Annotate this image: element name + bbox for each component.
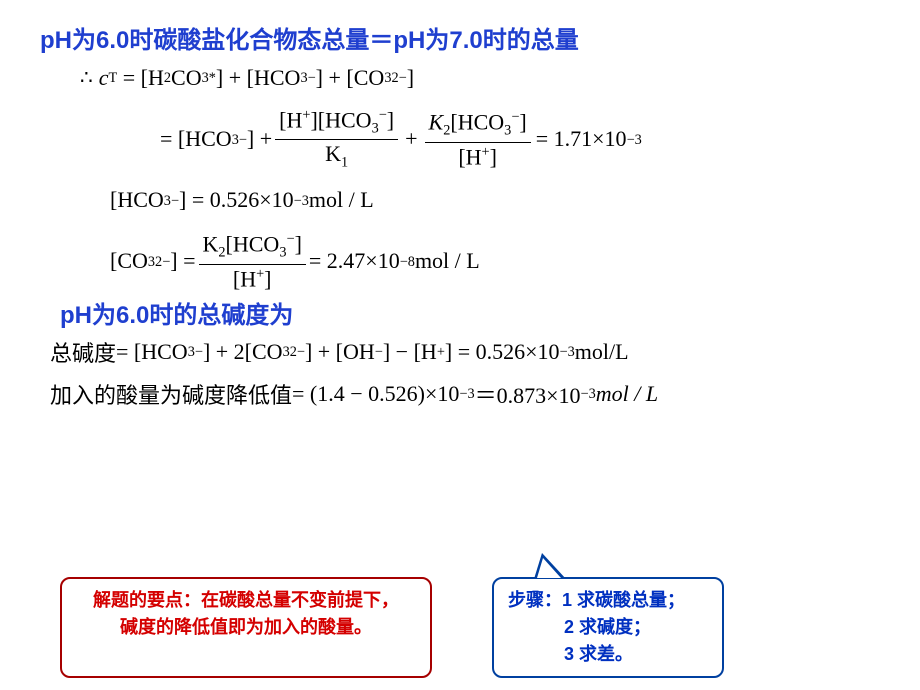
eq1-t1a: [H	[141, 63, 164, 94]
eq1-equals: =	[117, 63, 140, 94]
eq4-frac: K2[HCO3−] [H+]	[199, 232, 306, 291]
equation-total-alkalinity: 总碱度 = [HCO3−] + 2[CO32−] + [OH−] − [H+] …	[50, 336, 880, 368]
eq2-result-exp: −3	[627, 130, 642, 150]
therefore-symbol: ∴	[80, 64, 93, 92]
eq2-lead-sub: 3	[232, 130, 239, 150]
eq1-t2end: ]	[316, 63, 323, 94]
eq1-t1sub: 2	[164, 68, 171, 88]
equation-ct-definition: ∴ cT = [H2CO3*] + [HCO3−] + [CO32−]	[80, 63, 880, 94]
callout-blue-line2: 2 求碱度；	[508, 614, 708, 641]
eq3-lhs-sub: 3	[164, 191, 171, 211]
eq2-frac2: K2[HCO3−] [H+]	[425, 110, 531, 169]
eq2-frac1: [H+][HCO3−] K1	[275, 108, 398, 172]
eq3-lhs-end: ] = 0.526×10	[179, 185, 294, 216]
callout-pointer-icon	[534, 553, 566, 579]
eq1-t2: [HCO	[247, 63, 301, 94]
heading-1: pH为6.0时碳酸盐化合物态总量＝pH为7.0时的总量	[40, 20, 880, 55]
eq1-t1b: CO	[171, 63, 202, 94]
eq3-lhs: [HCO	[110, 185, 164, 216]
eq2-lead-sup: −	[239, 130, 247, 150]
equation-ct-expanded: = [HCO3−] + [H+][HCO3−] K1 + K2[HCO3−] […	[160, 108, 880, 172]
eq1-t3sup: 2−	[391, 68, 406, 88]
eq4-result: = 2.47×10	[309, 246, 400, 277]
eq6-unit: mol / L	[596, 381, 658, 407]
callout-key-point: 解题的要点：在碳酸总量不变前提下， 碱度的降低值即为加入的酸量。	[60, 577, 432, 678]
callout-steps: 步骤：1 求碳酸总量； 2 求碱度； 3 求差。	[492, 577, 724, 678]
eq1-t1sub2: 3	[202, 68, 209, 88]
heading-2: pH为6.0时的总碱度为	[60, 295, 880, 330]
eq2-plus: +	[405, 124, 417, 155]
eq2-lead: = [HCO	[160, 124, 232, 155]
eq1-t3sub: 3	[384, 68, 391, 88]
eq6-label: 加入的酸量为碱度降低值	[50, 378, 292, 410]
eq6-eq: = (1.4 − 0.526)×10	[292, 381, 459, 407]
eq3-unit: mol / L	[309, 185, 374, 216]
eq3-exp: −3	[294, 191, 309, 211]
eq4-result-exp: −8	[400, 252, 415, 272]
eq4-unit: mol / L	[415, 246, 480, 277]
callout-blue-line1: 步骤：1 求碳酸总量；	[508, 587, 708, 614]
eq1-plus2: +	[323, 63, 346, 94]
eq2-result: = 1.71×10	[536, 124, 627, 155]
eq1-t2sup: −	[308, 68, 316, 88]
equation-co3: [CO32−] = K2[HCO3−] [H+] = 2.47×10−8 mol…	[110, 232, 880, 291]
equation-acid-added: 加入的酸量为碱度降低值 = (1.4 − 0.526)×10−3＝0.873×1…	[50, 378, 880, 410]
callout-red-line2: 碱度的降低值即为加入的酸量。	[76, 614, 416, 641]
eq5-eq: = [HCO	[116, 339, 188, 365]
eq3-lhs-sup: −	[171, 191, 179, 211]
eq5-label: 总碱度	[50, 336, 116, 368]
callout-row: 解题的要点：在碳酸总量不变前提下， 碱度的降低值即为加入的酸量。 步骤：1 求碳…	[0, 577, 920, 678]
var-ct-sub: T	[109, 68, 118, 88]
callout-red-line1: 解题的要点：在碳酸总量不变前提下，	[76, 587, 416, 614]
eq4-lhs-sub: 3	[148, 252, 155, 272]
eq4-lhs: [CO	[110, 246, 148, 277]
eq1-t3end: ]	[407, 63, 414, 94]
eq4-lhs-end: ] =	[170, 246, 195, 277]
eq2-lead-end: ] +	[247, 124, 272, 155]
eq1-t1end: ]	[216, 63, 223, 94]
eq1-plus1: +	[223, 63, 246, 94]
var-ct-c: c	[99, 63, 109, 94]
callout-blue-line3: 3 求差。	[508, 641, 708, 668]
equation-hco3: [HCO3−] = 0.526×10−3 mol / L	[110, 185, 880, 216]
eq1-t1sup: *	[209, 68, 216, 88]
eq4-lhs-sup: 2−	[155, 252, 170, 272]
eq1-t3: [CO	[346, 63, 384, 94]
eq1-t2sub: 3	[300, 68, 307, 88]
